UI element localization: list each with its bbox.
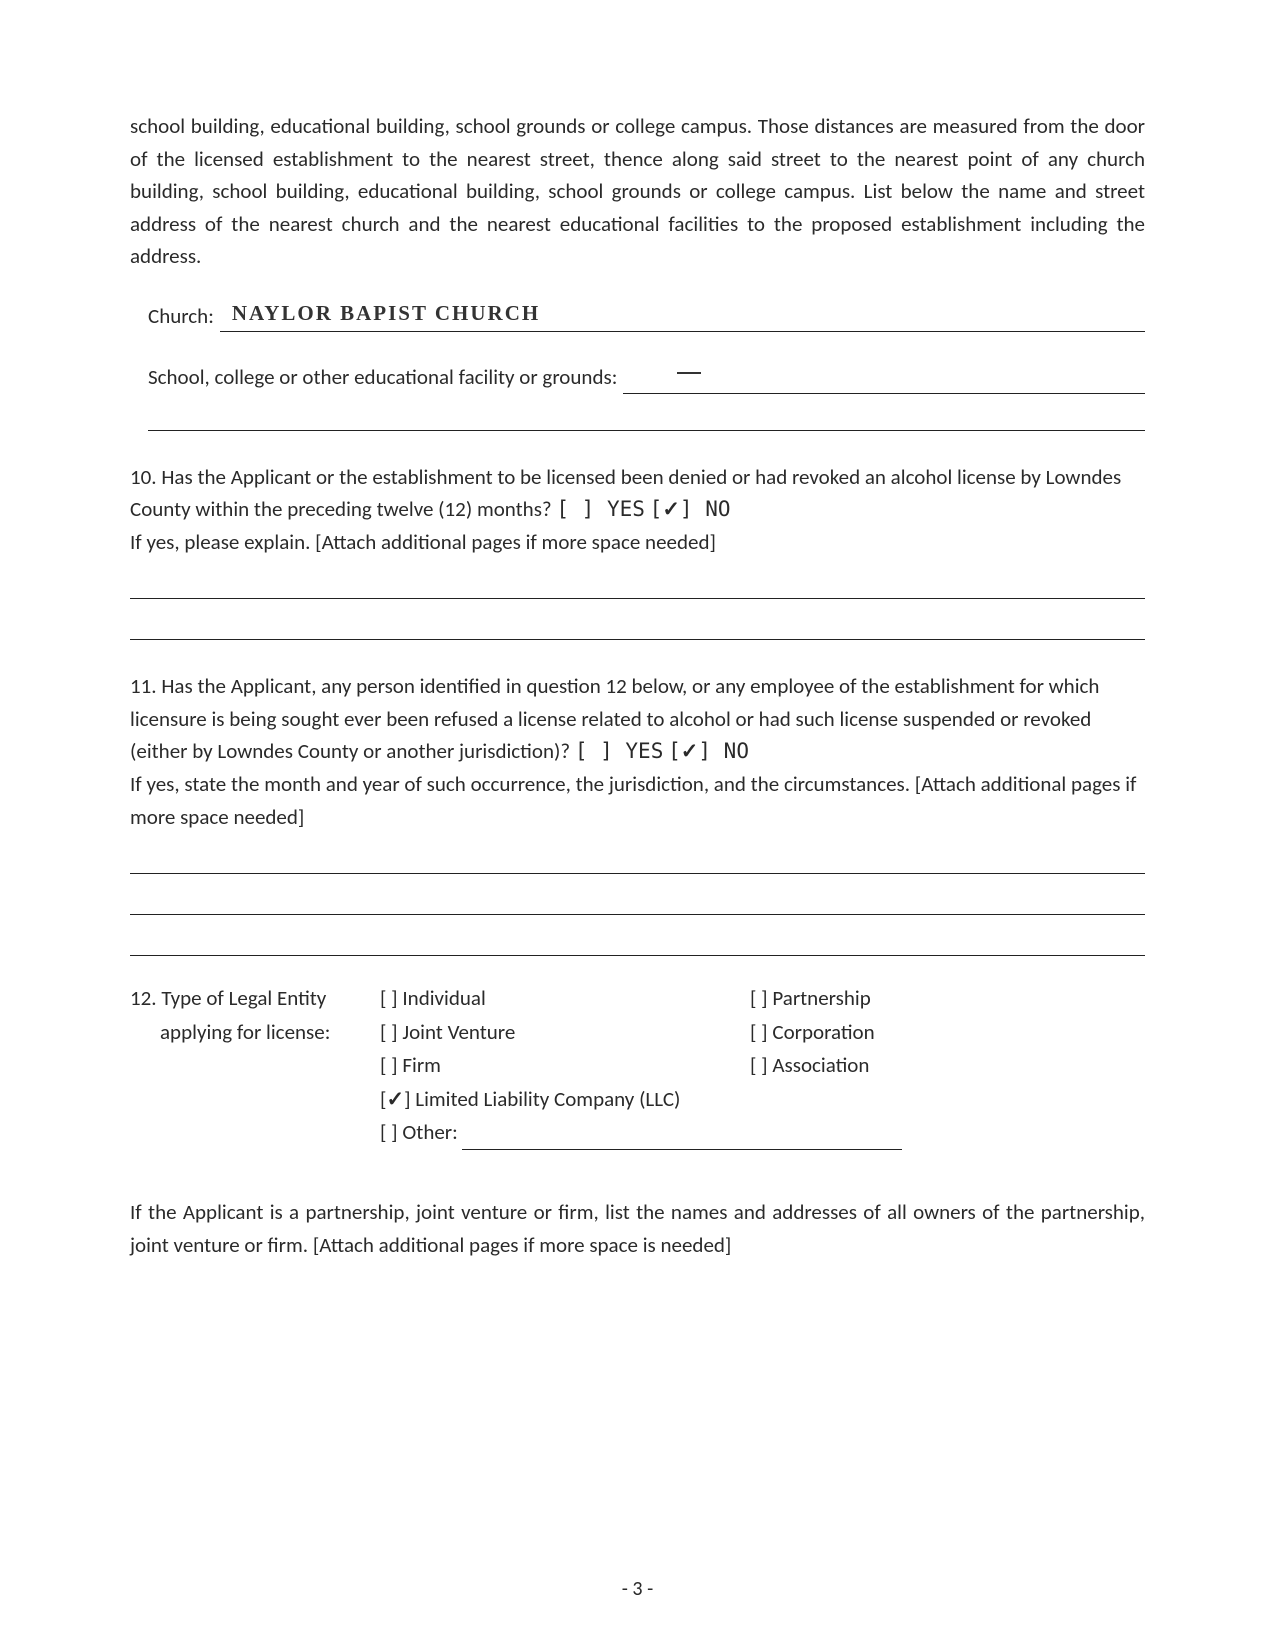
church-field-row: Church: NAYLOR BAPIST CHURCH xyxy=(148,301,1145,333)
intro-paragraph: school building, educational building, s… xyxy=(130,110,1145,273)
closing-paragraph: If the Applicant is a partnership, joint… xyxy=(130,1196,1145,1261)
q12-corporation-checkbox[interactable]: [ ] Corporation xyxy=(750,1016,1030,1050)
question-10: 10. Has the Applicant or the establishme… xyxy=(130,461,1145,641)
q12-label-line2: applying for license: xyxy=(160,1016,380,1050)
form-page: school building, educational building, s… xyxy=(0,0,1275,1651)
q12-llc-checkbox[interactable]: [✓] Limited Liability Company (LLC) xyxy=(380,1083,750,1117)
page-number: - 3 - xyxy=(0,1577,1275,1601)
school-field-row: School, college or other educational fac… xyxy=(148,362,1145,394)
dash-mark-icon xyxy=(677,372,701,374)
q12-association-checkbox[interactable]: [ ] Association xyxy=(750,1049,1030,1083)
q12-partnership-checkbox[interactable]: [ ] Partnership xyxy=(750,982,1030,1016)
school-label: School, college or other educational fac… xyxy=(148,362,617,394)
q10-no-checkbox[interactable]: [✓] NO xyxy=(650,493,731,526)
question-11: 11. Has the Applicant, any person identi… xyxy=(130,670,1145,956)
q10-explain-text: If yes, please explain. [Attach addition… xyxy=(130,529,716,555)
q11-explain-text: If yes, state the month and year of such… xyxy=(130,771,1136,830)
church-input-line[interactable]: NAYLOR BAPIST CHURCH xyxy=(220,307,1145,332)
q12-other-checkbox[interactable]: [ ] Other: xyxy=(380,1116,750,1150)
q11-answer-line-2[interactable] xyxy=(130,912,1145,915)
q11-answer-line-1[interactable] xyxy=(130,871,1145,874)
q11-yes-checkbox[interactable]: [ ] YES xyxy=(575,735,664,768)
q10-answer-line-2[interactable] xyxy=(130,637,1145,640)
q10-answer-line-1[interactable] xyxy=(130,596,1145,599)
q12-options-col2: [ ] Individual [ ] Joint Venture [ ] Fir… xyxy=(380,982,750,1150)
church-label: Church: xyxy=(148,301,214,333)
q12-joint-venture-checkbox[interactable]: [ ] Joint Venture xyxy=(380,1016,750,1050)
question-12: 12. Type of Legal Entity applying for li… xyxy=(130,982,1145,1150)
church-handwritten-value: NAYLOR BAPIST CHURCH xyxy=(232,298,540,330)
school-continuation-line[interactable] xyxy=(148,428,1145,431)
q12-label-column: 12. Type of Legal Entity applying for li… xyxy=(130,982,380,1150)
q12-firm-checkbox[interactable]: [ ] Firm xyxy=(380,1049,750,1083)
q10-no-checkmark: ✓ xyxy=(662,493,680,526)
q10-yes-checkbox[interactable]: [ ] YES xyxy=(556,493,645,526)
q12-individual-checkbox[interactable]: [ ] Individual xyxy=(380,982,750,1016)
q11-no-checkmark: ✓ xyxy=(681,735,699,768)
q12-llc-checkmark: ✓ xyxy=(386,1083,404,1117)
school-input-line[interactable] xyxy=(623,369,1145,394)
q12-options-col3: [ ] Partnership [ ] Corporation [ ] Asso… xyxy=(750,982,1030,1150)
q11-answer-line-3[interactable] xyxy=(130,953,1145,956)
q11-no-checkbox[interactable]: [✓] NO xyxy=(668,735,749,768)
q12-label-line1: 12. Type of Legal Entity xyxy=(130,982,380,1016)
